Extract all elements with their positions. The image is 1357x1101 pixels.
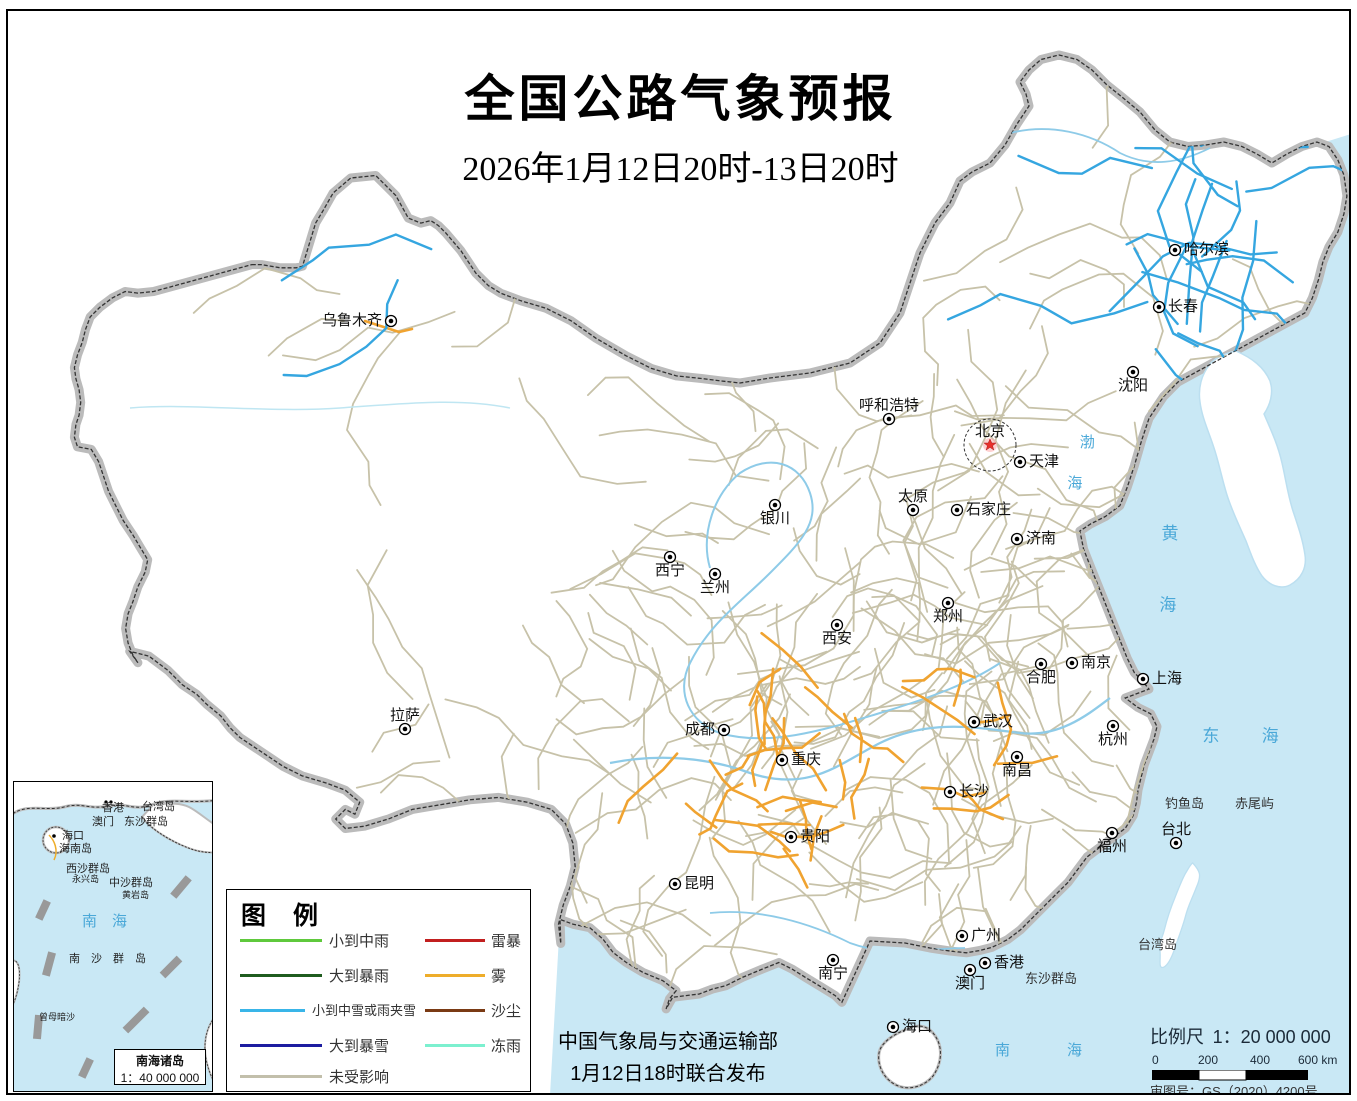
svg-text:南宁: 南宁 [818, 965, 848, 982]
svg-text:呼和浩特: 呼和浩特 [859, 397, 919, 414]
svg-text:贵阳: 贵阳 [800, 828, 830, 845]
svg-text:海: 海 [1067, 475, 1082, 492]
svg-text:上海: 上海 [1152, 670, 1182, 687]
svg-text:东沙群岛: 东沙群岛 [1025, 971, 1077, 986]
svg-text:成都: 成都 [685, 721, 715, 738]
svg-text:沈阳: 沈阳 [1118, 377, 1148, 394]
svg-text:台湾岛: 台湾岛 [1138, 937, 1177, 952]
svg-text:海口: 海口 [902, 1018, 932, 1035]
svg-text:海: 海 [1262, 726, 1279, 745]
svg-text:兰州: 兰州 [700, 579, 730, 596]
svg-text:赤尾屿: 赤尾屿 [1235, 796, 1274, 811]
svg-text:合肥: 合肥 [1026, 669, 1056, 686]
svg-text:银川: 银川 [760, 510, 790, 527]
svg-text:南京: 南京 [1081, 654, 1111, 671]
svg-text:昆明: 昆明 [684, 875, 714, 892]
svg-text:重庆: 重庆 [791, 751, 821, 768]
svg-text:长沙: 长沙 [959, 783, 989, 800]
svg-text:黄: 黄 [1162, 524, 1179, 543]
svg-text:广州: 广州 [971, 927, 1001, 944]
svg-text:西宁: 西宁 [655, 562, 685, 579]
svg-text:哈尔滨: 哈尔滨 [1184, 241, 1229, 258]
svg-text:东: 东 [1202, 726, 1219, 745]
svg-text:乌鲁木齐: 乌鲁木齐 [322, 312, 382, 329]
svg-text:香港: 香港 [994, 954, 1024, 971]
svg-text:杭州: 杭州 [1098, 731, 1128, 748]
svg-text:拉萨: 拉萨 [390, 707, 420, 724]
svg-text:海: 海 [1159, 596, 1176, 615]
svg-text:南: 南 [995, 1042, 1010, 1059]
svg-text:西安: 西安 [822, 630, 852, 647]
svg-text:长春: 长春 [1168, 298, 1198, 315]
svg-text:南昌: 南昌 [1002, 762, 1032, 779]
svg-text:济南: 济南 [1026, 530, 1056, 547]
svg-text:海: 海 [1067, 1042, 1082, 1059]
svg-text:武汉: 武汉 [983, 713, 1013, 730]
svg-text:石家庄: 石家庄 [966, 500, 1011, 518]
svg-text:郑州: 郑州 [933, 608, 963, 625]
svg-text:台北: 台北 [1161, 821, 1191, 838]
svg-text:天津: 天津 [1029, 453, 1059, 470]
svg-text:福州: 福州 [1097, 838, 1127, 855]
svg-text:北京: 北京 [975, 423, 1005, 440]
svg-text:太原: 太原 [898, 488, 928, 505]
svg-text:渤: 渤 [1080, 434, 1095, 451]
svg-text:钓鱼岛: 钓鱼岛 [1165, 796, 1204, 811]
svg-text:澳门: 澳门 [955, 975, 985, 992]
